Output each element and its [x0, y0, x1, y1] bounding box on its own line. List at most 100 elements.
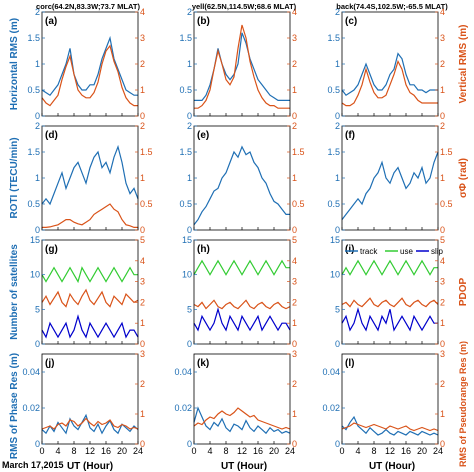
panel-c: 0 0.5 1 1.5 2 0 1 2 3 4 (c): [327, 7, 445, 121]
panel-e-rtick-label-2: 1: [292, 173, 297, 183]
panel-l-xtick-label-20: 20: [417, 446, 427, 456]
panel-g-rtick-label-2: 2: [140, 297, 145, 307]
legend-use-label: use: [400, 247, 413, 256]
panel-b-rtick-label-2: 2: [292, 59, 297, 69]
panel-l-label: (l): [345, 358, 354, 369]
panel-c-rtick-label-2: 2: [440, 59, 445, 69]
panel-j-xtick-label-0: 0: [39, 446, 44, 456]
panel-i-rtick-label-5: 5: [440, 235, 445, 245]
panel-d-ltick-label-1: 0.5: [27, 199, 40, 209]
panel-j-rtick-label-0: 0: [140, 439, 145, 449]
row-4-left-label: RMS of Phase Res (m): [9, 353, 20, 459]
panel-j-series-orange-line: [41, 417, 139, 430]
panel-g-ltick-label-0: 0: [35, 339, 40, 349]
panel-j-xtick-label-16: 16: [101, 446, 111, 456]
panel-e-rtick-label-3: 1.5: [292, 147, 305, 157]
panel-g-rtick-label-1: 1: [140, 318, 145, 328]
panel-h-rtick-label-2: 2: [292, 297, 297, 307]
panel-k-xtick-label-8: 8: [223, 446, 228, 456]
panel-l-rtick-label-2: 2: [440, 379, 445, 389]
panel-b-rtick-label-3: 3: [292, 33, 297, 43]
panel-c-ltick-label-0: 0: [335, 111, 340, 121]
panel-l-xtick-label-12: 12: [385, 446, 395, 456]
panel-e-label: (e): [197, 130, 209, 141]
panel-g-ltick-label-2: 10: [30, 270, 40, 280]
panel-l-series-blue-line: [341, 415, 439, 436]
panel-j-rtick-label-1: 1: [140, 409, 145, 419]
panel-a-ltick-label-0: 0: [35, 111, 40, 121]
panel-i-rtick-label-2: 2: [440, 297, 445, 307]
panel-g-rtick-label-5: 5: [140, 235, 145, 245]
panel-h-label: (h): [197, 244, 210, 255]
panel-a-series-blue-line: [41, 35, 138, 97]
panel-a-ltick-label-2: 1: [35, 59, 40, 69]
panel-h-ltick-label-0: 0: [187, 339, 192, 349]
panel-f-rtick-label-2: 1: [440, 173, 445, 183]
panel-b-ltick-label-0: 0: [187, 111, 192, 121]
panel-i: 0 5 10 15 0 1 2 3 4 5 (i): [330, 235, 445, 349]
panel-k-xtick-label-12: 12: [237, 446, 247, 456]
panel-f-frame: [341, 125, 439, 231]
panel-d-rtick-label-4: 2: [140, 121, 145, 131]
panel-b: 0 0.5 1 1.5 2 0 1 2 3 4 (b): [179, 7, 297, 121]
panel-l-ltick-label-1: 0.02: [322, 403, 340, 413]
panel-c-rtick-label-4: 4: [440, 7, 445, 17]
panel-j-frame: [41, 353, 139, 445]
panel-c-rtick-label-0: 0: [440, 111, 445, 121]
panel-b-ltick-label-2: 1: [187, 59, 192, 69]
panel-j-ltick-label-1: 0.02: [22, 403, 40, 413]
legend: track use slip: [345, 247, 444, 256]
panel-a-ltick-label-3: 1.5: [27, 33, 40, 43]
panel-i-ltick-label-1: 5: [335, 304, 340, 314]
panel-j-xtick-label-20: 20: [117, 446, 127, 456]
panel-g-series-green-line: [41, 266, 138, 284]
panel-e-rtick-label-4: 2: [292, 121, 297, 131]
panel-f-ltick-label-0: 0: [335, 225, 340, 235]
panel-f-label: (f): [345, 130, 355, 141]
date-label: March 17,2015: [2, 460, 64, 470]
panel-k-xtick-label-16: 16: [253, 446, 263, 456]
panel-k-xtick-label-24: 24: [285, 446, 295, 456]
panel-d-ltick-label-4: 2: [35, 121, 40, 131]
panel-k-ltick-label-2: 0.04: [174, 367, 192, 377]
panel-j-ltick-label-0: 0: [35, 439, 40, 449]
column-title-2: yell(62.5N,114.5W;68.6 MLAT): [192, 2, 297, 11]
panel-h-rtick-label-5: 5: [292, 235, 297, 245]
panel-a-ltick-label-4: 2: [35, 7, 40, 17]
panel-j-xtick-label-24: 24: [133, 446, 143, 456]
panel-c-frame: [341, 11, 439, 117]
column-title-3: back(74.4S,102.5W;-65.5 MLAT): [336, 2, 448, 11]
panel-b-label: (b): [197, 16, 210, 27]
panel-c-ltick-label-3: 1.5: [327, 33, 340, 43]
panel-h-ltick-label-3: 15: [182, 235, 192, 245]
panel-i-ltick-label-2: 10: [330, 270, 340, 280]
panel-a-frame: [41, 11, 139, 117]
panel-b-ltick-label-3: 1.5: [179, 33, 192, 43]
panel-g-series-orange-line: [41, 288, 139, 308]
panels-layer: 00.511.5201234(a)00.511.5201234(b)00.511…: [22, 7, 452, 456]
panel-l-rtick-label-3: 3: [440, 349, 445, 359]
panel-c-rtick-label-3: 3: [440, 33, 445, 43]
panel-c-series-blue-line: [341, 52, 438, 97]
panel-d-rtick-label-2: 1: [140, 173, 145, 183]
panel-h-rtick-label-0: 0: [292, 339, 297, 349]
panel-i-rtick-label-3: 3: [440, 277, 445, 287]
panel-k-xtick-label-20: 20: [269, 446, 279, 456]
column-title-1: corc(64.2N,83.3W;73.7 MLAT): [36, 2, 140, 11]
panel-k-rtick-label-1: 1: [292, 409, 297, 419]
panel-d-label: (d): [45, 130, 58, 141]
panel-f-rtick-label-1: 0.5: [440, 199, 453, 209]
panel-a-ltick-label-1: 0.5: [27, 85, 40, 95]
panel-j-rtick-label-3: 3: [140, 349, 145, 359]
panel-b-rtick-label-4: 4: [292, 7, 297, 17]
panel-h-rtick-label-4: 4: [292, 256, 297, 266]
legend-track-label: track: [360, 247, 378, 256]
panel-d-ltick-label-2: 1: [35, 173, 40, 183]
panel-k-xtick-label-0: 0: [191, 446, 196, 456]
panel-g-rtick-label-3: 3: [140, 277, 145, 287]
panel-g-series-navy-line: [41, 314, 139, 339]
panel-a: 0 0.5 1 1.5 2 0 1 2 3 4 (a): [27, 7, 145, 121]
row-3-right-label: PDOP: [458, 278, 469, 307]
